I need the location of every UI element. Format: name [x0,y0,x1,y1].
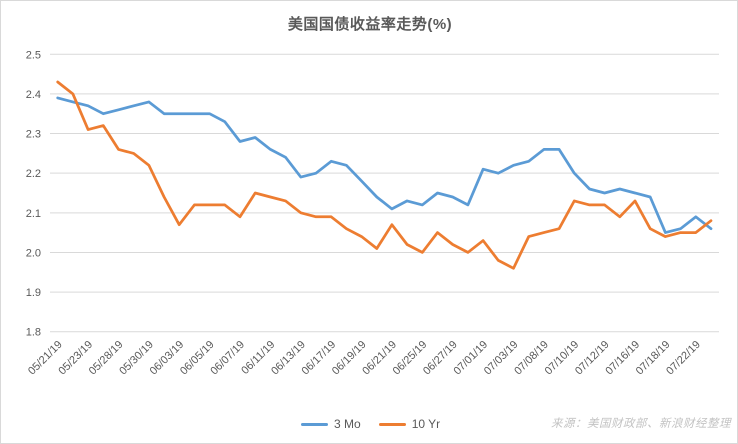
y-tick-label: 1.8 [26,327,41,339]
series-line-10yr [56,80,713,270]
legend-label-3mo: 3 Mo [334,417,361,431]
source-note: 来源：美国财政部、新浪财经整理 [551,418,731,430]
legend-item-10yr: 10 Yr [378,417,441,431]
chart-title: 美国国债收益率走势(%) [287,16,453,33]
series-line-3mo [56,96,713,234]
legend-swatch-3mo-icon [301,422,328,426]
y-tick-label: 2.3 [26,129,41,141]
y-tick-label: 2.4 [26,89,41,101]
y-tick-label: 1.9 [26,287,41,299]
legend-label-10yr: 10 Yr [411,417,441,431]
legend-swatch-10yr-icon [378,422,406,426]
legend: 3 Mo 10 Yr [301,415,440,433]
x-tick-label: 07/22/19 [664,339,703,378]
y-tick-label: 2.1 [26,208,41,220]
y-tick-label: 2.5 [26,49,41,61]
y-tick-label: 2.2 [26,168,41,180]
legend-item-3mo: 3 Mo [301,417,361,431]
y-tick-label: 2.0 [26,247,41,259]
